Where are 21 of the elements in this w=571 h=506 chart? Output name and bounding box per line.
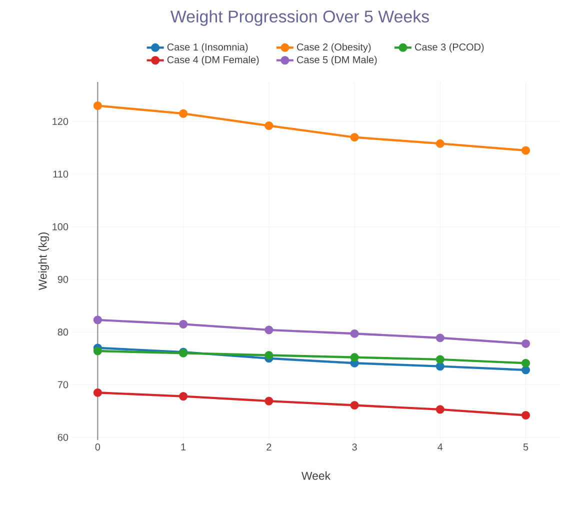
legend-label: Case 5 (DM Male) <box>297 56 377 66</box>
x-tick-label: 0 <box>95 444 100 451</box>
y-tick-label: 80 <box>58 328 68 336</box>
y-tick-label: 100 <box>52 223 68 230</box>
y-tick-label: 60 <box>58 434 68 441</box>
y-tick-label: 120 <box>52 118 68 126</box>
chart-title: Weight Progression Over 5 Weeks <box>170 10 429 26</box>
legend-label: Case 3 (PCOD) <box>415 43 484 53</box>
y-tick-label: 90 <box>58 276 68 283</box>
x-axis-title: Week <box>302 471 331 480</box>
x-tick-label: 4 <box>438 444 443 450</box>
y-tick-label: 110 <box>53 170 68 178</box>
y-tick-label: 70 <box>58 381 68 388</box>
legend-label: Case 1 (Insomnia) <box>167 43 248 53</box>
x-tick-label: 1 <box>181 444 186 450</box>
x-tick-label: 2 <box>266 444 272 450</box>
y-axis-title: Weight (kg) <box>38 232 50 290</box>
x-tick-label: 3 <box>352 444 357 451</box>
x-tick-label: 5 <box>523 444 528 450</box>
legend-label: Case 4 (DM Female) <box>167 56 259 66</box>
legend-label: Case 2 (Obesity) <box>297 43 371 53</box>
